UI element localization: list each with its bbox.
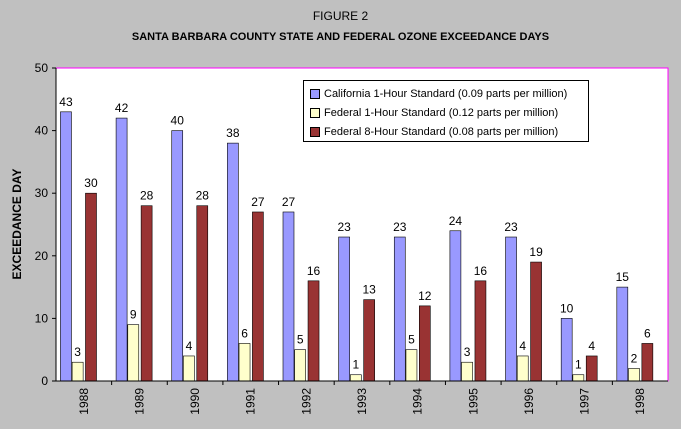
- data-label-federal-8h-1992: 16: [307, 264, 321, 278]
- data-label-federal-1h-1990: 4: [186, 339, 193, 353]
- data-label-federal-1h-1988: 3: [74, 345, 81, 359]
- bar-california-1h-1988: [60, 111, 72, 382]
- x-tick-label-1988: 1988: [77, 388, 91, 415]
- bar-california-1h-1996: [505, 236, 517, 382]
- data-label-federal-1h-1996: 4: [519, 339, 526, 353]
- bar-federal-1h-1992: [294, 349, 306, 382]
- x-tick-label-1994: 1994: [411, 388, 425, 415]
- bar-federal-8h-1993: [363, 299, 375, 382]
- data-label-california-1h-1997: 10: [560, 301, 574, 315]
- data-label-california-1h-1989: 42: [115, 101, 129, 115]
- legend-swatch-federal-1h: [310, 107, 320, 118]
- data-label-california-1h-1992: 27: [282, 195, 296, 209]
- data-label-california-1h-1988: 43: [59, 95, 73, 109]
- bar-federal-8h-1989: [140, 205, 153, 382]
- data-label-federal-8h-1995: 16: [474, 264, 488, 278]
- x-tick-label-1989: 1989: [132, 388, 146, 415]
- x-tick-label-1995: 1995: [466, 388, 480, 415]
- data-label-federal-1h-1994: 5: [408, 333, 415, 347]
- data-label-federal-8h-1988: 30: [84, 176, 98, 190]
- data-label-california-1h-1996: 23: [504, 220, 518, 234]
- bar-federal-8h-1988: [85, 192, 97, 382]
- bar-federal-1h-1990: [183, 355, 195, 382]
- chart-title: SANTA BARBARA COUNTY STATE AND FEDERAL O…: [131, 31, 550, 43]
- legend-item: Federal 1-Hour Standard (0.12 parts per …: [310, 103, 588, 122]
- data-label-federal-8h-1990: 28: [196, 189, 210, 203]
- bar-california-1h-1992: [282, 211, 295, 382]
- data-label-federal-8h-1994: 12: [418, 289, 432, 303]
- x-tick-label-1990: 1990: [188, 388, 202, 415]
- bar-california-1h-1993: [338, 236, 350, 382]
- bar-federal-1h-1994: [405, 349, 418, 382]
- bar-federal-1h-1995: [461, 361, 473, 382]
- y-axis-title: EXCEEDANCE DAY: [10, 169, 24, 280]
- data-label-federal-8h-1989: 28: [140, 189, 154, 203]
- bar-federal-8h-1992: [307, 280, 320, 382]
- data-label-california-1h-1995: 24: [449, 214, 463, 228]
- y-tick-label: 40: [35, 124, 49, 138]
- y-tick-label: 20: [35, 249, 49, 263]
- x-tick-label-1997: 1997: [578, 388, 592, 415]
- data-label-california-1h-1991: 38: [226, 126, 240, 140]
- data-label-federal-8h-1991: 27: [251, 195, 265, 209]
- x-tick-label-1996: 1996: [522, 388, 536, 415]
- bar-california-1h-1997: [560, 318, 573, 382]
- data-label-california-1h-1990: 40: [171, 114, 185, 128]
- bar-federal-1h-1996: [516, 355, 529, 382]
- data-label-federal-1h-1997: 1: [575, 358, 582, 372]
- bar-federal-8h-1998: [641, 343, 654, 382]
- data-label-federal-8h-1996: 19: [529, 245, 543, 259]
- data-label-federal-1h-1993: 1: [352, 358, 359, 372]
- figure-label: FIGURE 2: [312, 9, 369, 23]
- legend-label-california-1h: California 1-Hour Standard (0.09 parts p…: [324, 87, 568, 100]
- data-label-federal-1h-1989: 9: [130, 308, 137, 322]
- x-tick-label-1992: 1992: [299, 388, 313, 415]
- bar-california-1h-1998: [616, 286, 629, 382]
- legend-swatch-federal-8h: [310, 126, 320, 137]
- data-label-federal-1h-1991: 6: [241, 326, 248, 340]
- data-label-federal-8h-1998: 6: [644, 326, 651, 340]
- legend-swatch-california-1h: [310, 88, 320, 99]
- data-label-california-1h-1993: 23: [337, 220, 351, 234]
- bar-california-1h-1990: [171, 130, 184, 382]
- data-label-federal-1h-1992: 5: [297, 333, 304, 347]
- data-label-federal-8h-1993: 13: [362, 283, 376, 297]
- y-tick-label: 30: [35, 186, 49, 200]
- bar-california-1h-1995: [449, 230, 462, 382]
- x-tick-label-1998: 1998: [633, 388, 647, 415]
- x-tick-label-1993: 1993: [355, 388, 369, 415]
- bar-california-1h-1994: [393, 236, 406, 382]
- bar-federal-8h-1997: [585, 355, 598, 382]
- legend: California 1-Hour Standard (0.09 parts p…: [303, 80, 589, 142]
- y-tick-label: 50: [35, 61, 49, 75]
- bar-federal-1h-1997: [572, 374, 585, 382]
- bar-federal-8h-1995: [474, 280, 487, 382]
- bar-california-1h-1991: [227, 142, 239, 382]
- bar-federal-1h-1993: [350, 374, 362, 382]
- bar-california-1h-1989: [115, 117, 128, 382]
- bar-federal-1h-1989: [127, 324, 140, 382]
- bar-federal-8h-1991: [252, 211, 264, 382]
- bar-federal-1h-1991: [238, 343, 251, 382]
- x-tick-label-1991: 1991: [244, 388, 258, 415]
- y-tick-label: 0: [41, 374, 48, 388]
- bar-federal-8h-1996: [530, 261, 542, 382]
- bar-federal-1h-1988: [71, 361, 84, 382]
- bar-federal-1h-1998: [628, 368, 640, 382]
- legend-item: Federal 8-Hour Standard (0.08 parts per …: [310, 122, 588, 141]
- bar-federal-8h-1990: [196, 205, 209, 382]
- data-label-california-1h-1994: 23: [393, 220, 407, 234]
- data-label-california-1h-1998: 15: [616, 270, 630, 284]
- y-tick-label: 10: [35, 311, 49, 325]
- data-label-federal-1h-1995: 3: [464, 345, 471, 359]
- legend-item: California 1-Hour Standard (0.09 parts p…: [310, 84, 588, 103]
- bar-federal-8h-1994: [419, 305, 431, 382]
- data-label-federal-8h-1997: 4: [588, 339, 595, 353]
- legend-label-federal-8h: Federal 8-Hour Standard (0.08 parts per …: [324, 125, 559, 138]
- data-label-federal-1h-1998: 2: [631, 351, 638, 365]
- legend-label-federal-1h: Federal 1-Hour Standard (0.12 parts per …: [324, 106, 559, 119]
